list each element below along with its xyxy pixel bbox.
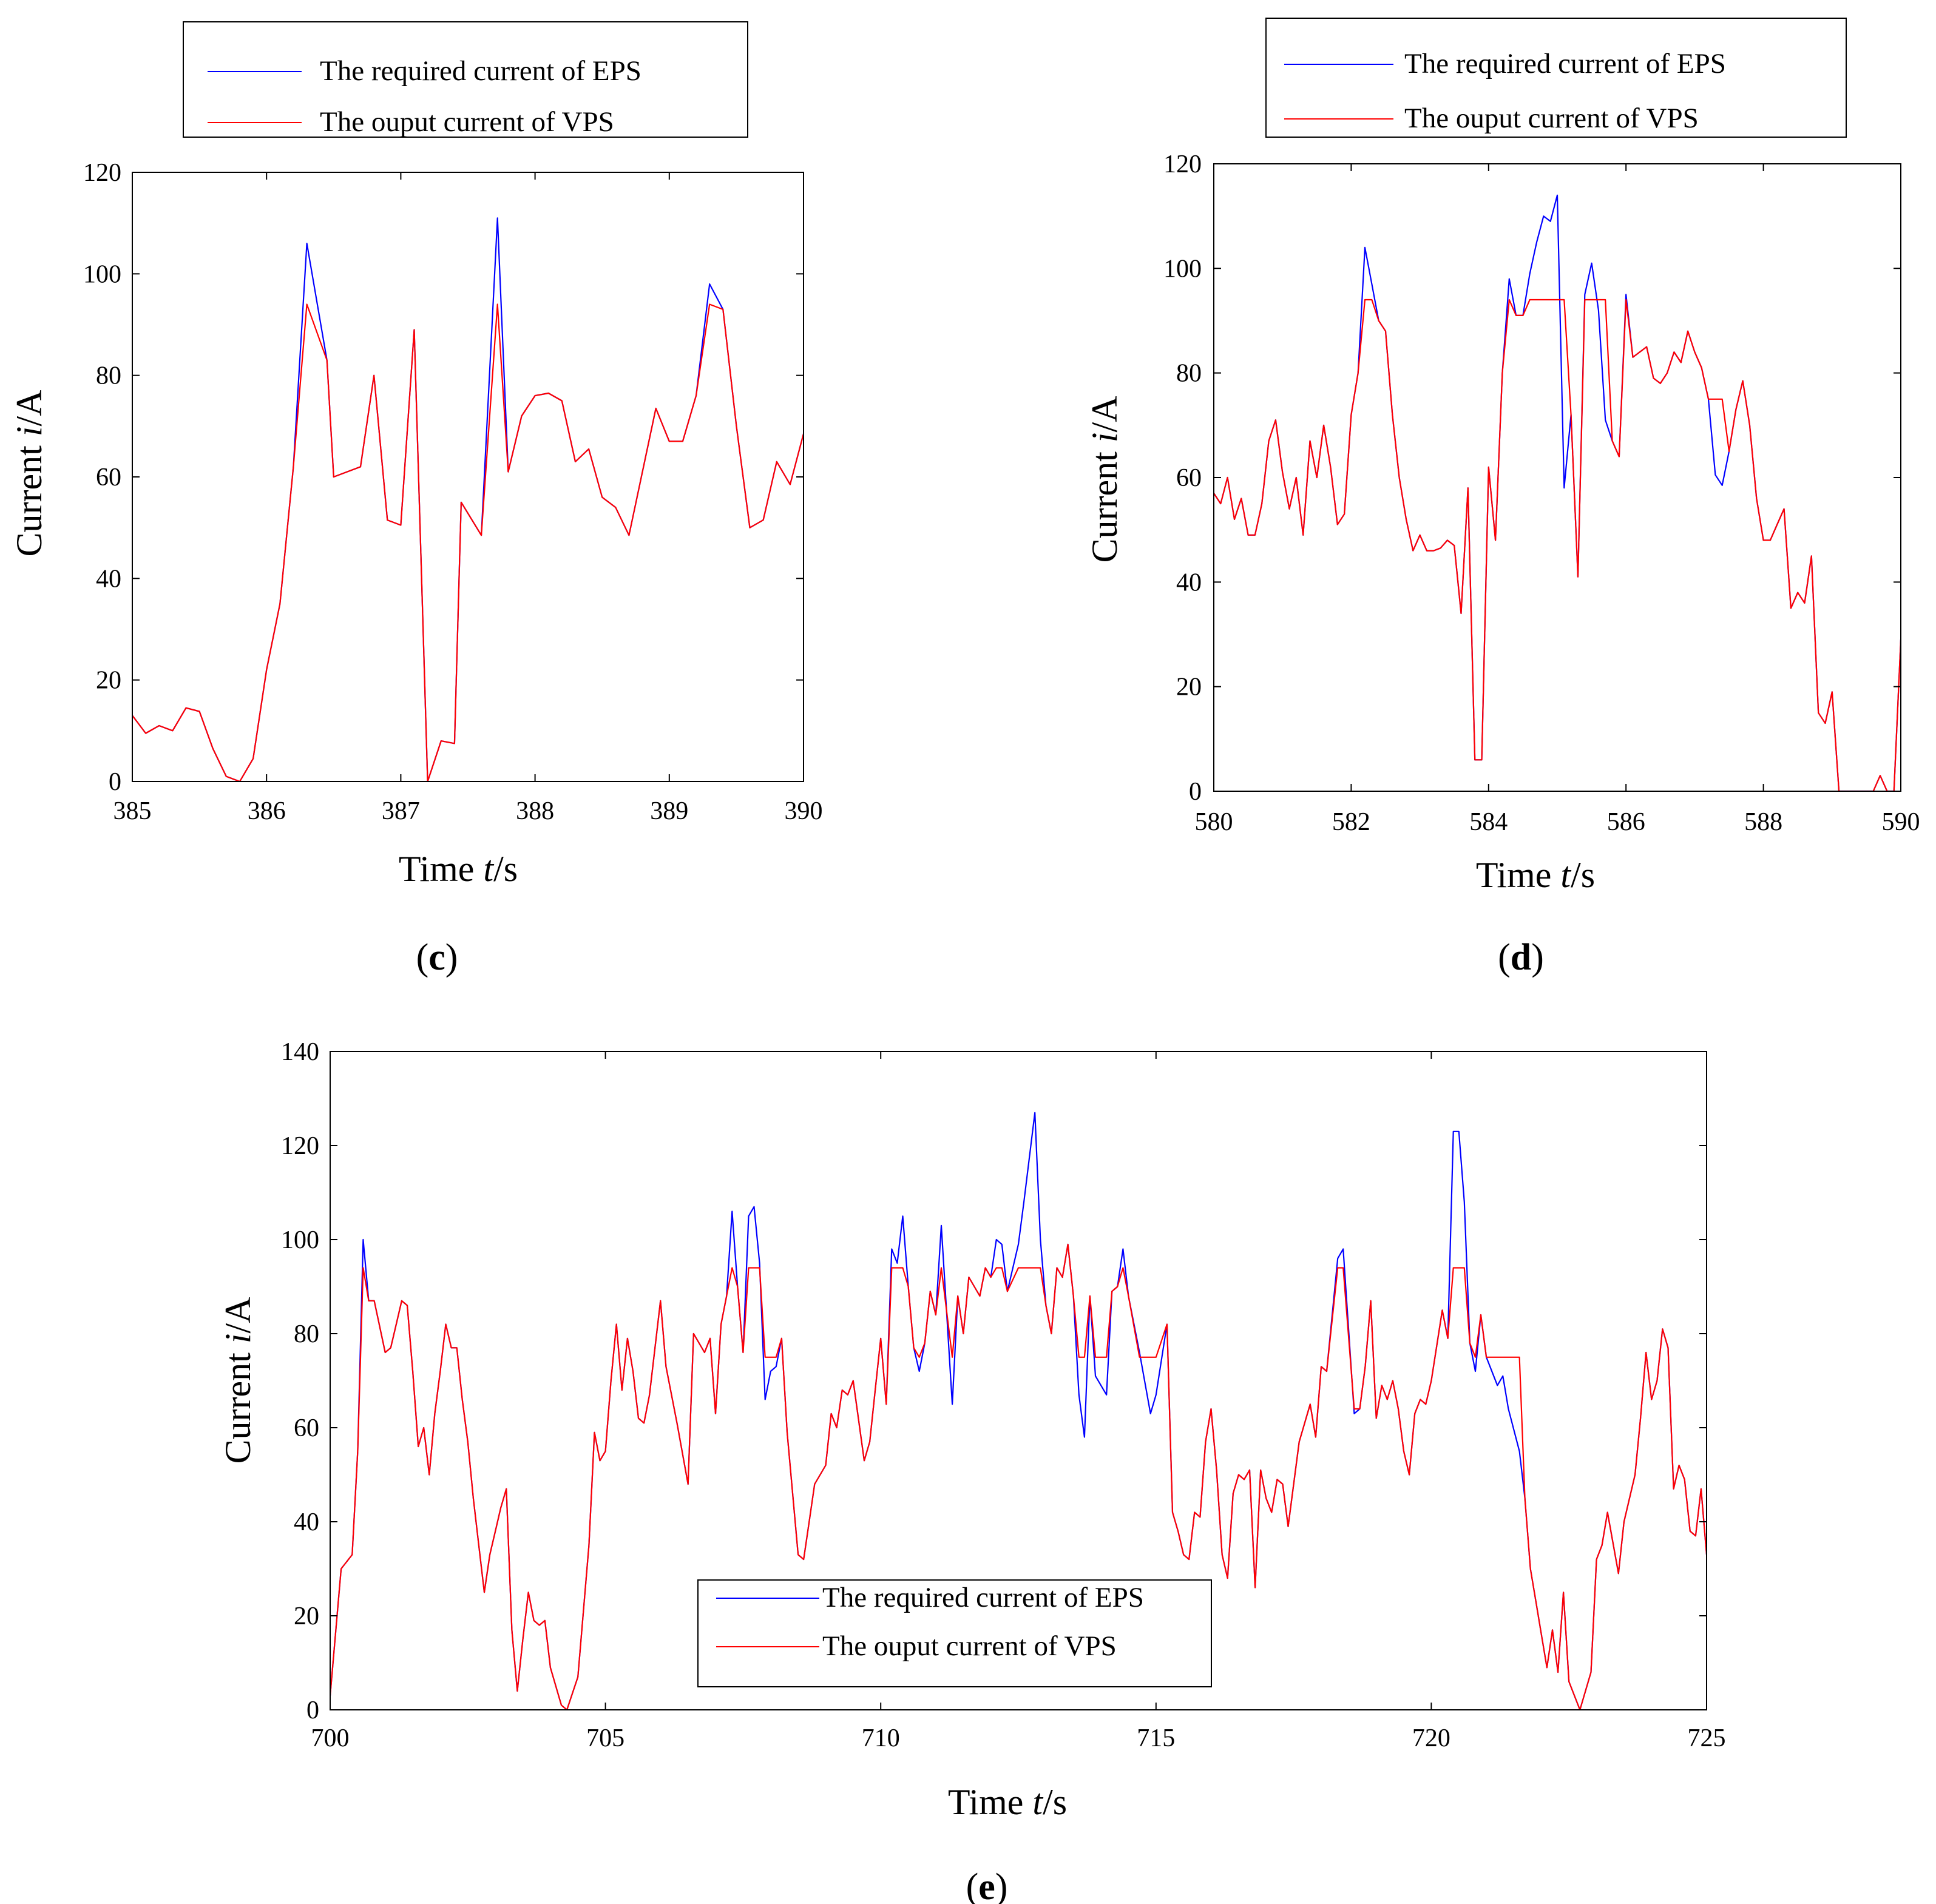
- panel-caption: (c): [416, 937, 458, 978]
- x-tick-label: 390: [785, 797, 823, 825]
- series-line-required-eps: [1214, 194, 1901, 791]
- x-axis-label: Time t/s: [948, 1782, 1067, 1822]
- plot-frame: [330, 1051, 1707, 1710]
- x-tick-label: 715: [1137, 1724, 1175, 1752]
- legend-label-required-eps: The required current of EPS: [1404, 48, 1726, 79]
- legend-box: [183, 21, 748, 138]
- legend: The required current of EPS The ouput cur…: [1265, 18, 1847, 138]
- legend-label-output-vps: The ouput current of VPS: [1404, 103, 1699, 134]
- y-tick-label: 120: [281, 1132, 319, 1160]
- series-line-output-vps: [132, 303, 804, 782]
- panel-caption: (d): [1498, 937, 1544, 978]
- y-tick-label: 100: [1163, 255, 1202, 283]
- y-tick-label: 100: [281, 1226, 319, 1254]
- y-tick-label: 20: [294, 1602, 319, 1630]
- chart-d: 580 582 584 586 588 590 0 20 40 60 80 100 120 Time t/…: [1085, 18, 1920, 978]
- chart-c: 385 386 387 388 389 390 0 20 40 60 80 100 120 Time t/…: [9, 21, 823, 978]
- y-tick-label: 0: [109, 768, 121, 796]
- x-tick-label: 387: [382, 797, 420, 825]
- y-tick-label: 140: [281, 1038, 319, 1066]
- x-tick-label: 582: [1332, 808, 1370, 836]
- x-tick-label: 389: [650, 797, 688, 825]
- y-tick-label: 100: [83, 260, 121, 288]
- x-axis-label: Time t/s: [1476, 855, 1595, 895]
- y-tick-label: 60: [96, 464, 121, 491]
- x-tick-label: 385: [113, 797, 152, 825]
- y-tick-label: 0: [1189, 778, 1202, 806]
- y-tick-label: 40: [1176, 569, 1202, 596]
- x-axis-label: Time t/s: [399, 849, 518, 889]
- y-axis-label: Current i/A: [1085, 396, 1125, 563]
- x-tick-label: 710: [862, 1724, 900, 1752]
- legend-label-required-eps: The required current of EPS: [822, 1582, 1144, 1613]
- legend: The required current of EPS The ouput cur…: [183, 21, 748, 138]
- y-tick-label: 120: [1163, 150, 1202, 178]
- panel-caption: (e): [966, 1866, 1008, 1904]
- series-line-output-vps: [330, 1243, 1707, 1710]
- y-axis-label: Current i/A: [218, 1297, 258, 1464]
- y-axis-label: Current i/A: [9, 390, 49, 557]
- x-tick-label: 720: [1412, 1724, 1450, 1752]
- x-tick-label: 590: [1882, 808, 1920, 836]
- y-tick-label: 0: [306, 1696, 319, 1724]
- legend-box: [1265, 18, 1847, 138]
- x-tick-label: 584: [1469, 808, 1508, 836]
- y-tick-label: 80: [294, 1320, 319, 1348]
- y-tick-label: 80: [1176, 360, 1202, 388]
- x-tick-label: 700: [311, 1724, 350, 1752]
- legend-label-required-eps: The required current of EPS: [320, 55, 641, 87]
- x-tick-label: 705: [586, 1724, 624, 1752]
- y-tick-label: 40: [294, 1508, 319, 1536]
- x-tick-label: 586: [1607, 808, 1645, 836]
- chart-e: 700 705 710 715 720 725 0 20 40 60 80 100 120 140 Time…: [218, 1038, 1726, 1904]
- series-line-required-eps: [132, 217, 804, 782]
- y-tick-label: 20: [1176, 673, 1202, 701]
- y-tick-label: 60: [294, 1414, 319, 1442]
- plot-frame: [132, 172, 804, 782]
- x-tick-label: 725: [1688, 1724, 1726, 1752]
- legend-label-output-vps: The ouput current of VPS: [320, 106, 614, 138]
- legend-label-output-vps: The ouput current of VPS: [822, 1630, 1117, 1662]
- y-tick-label: 40: [96, 565, 121, 593]
- y-tick-label: 60: [1176, 464, 1202, 492]
- x-tick-label: 388: [516, 797, 554, 825]
- y-tick-label: 80: [96, 362, 121, 390]
- y-tick-label: 20: [96, 667, 121, 695]
- legend: The required current of EPS The ouput cur…: [697, 1579, 1212, 1687]
- x-tick-label: 386: [248, 797, 286, 825]
- series-line-output-vps: [1214, 299, 1901, 791]
- x-tick-label: 588: [1744, 808, 1782, 836]
- y-tick-label: 120: [83, 159, 121, 187]
- x-tick-label: 580: [1195, 808, 1233, 836]
